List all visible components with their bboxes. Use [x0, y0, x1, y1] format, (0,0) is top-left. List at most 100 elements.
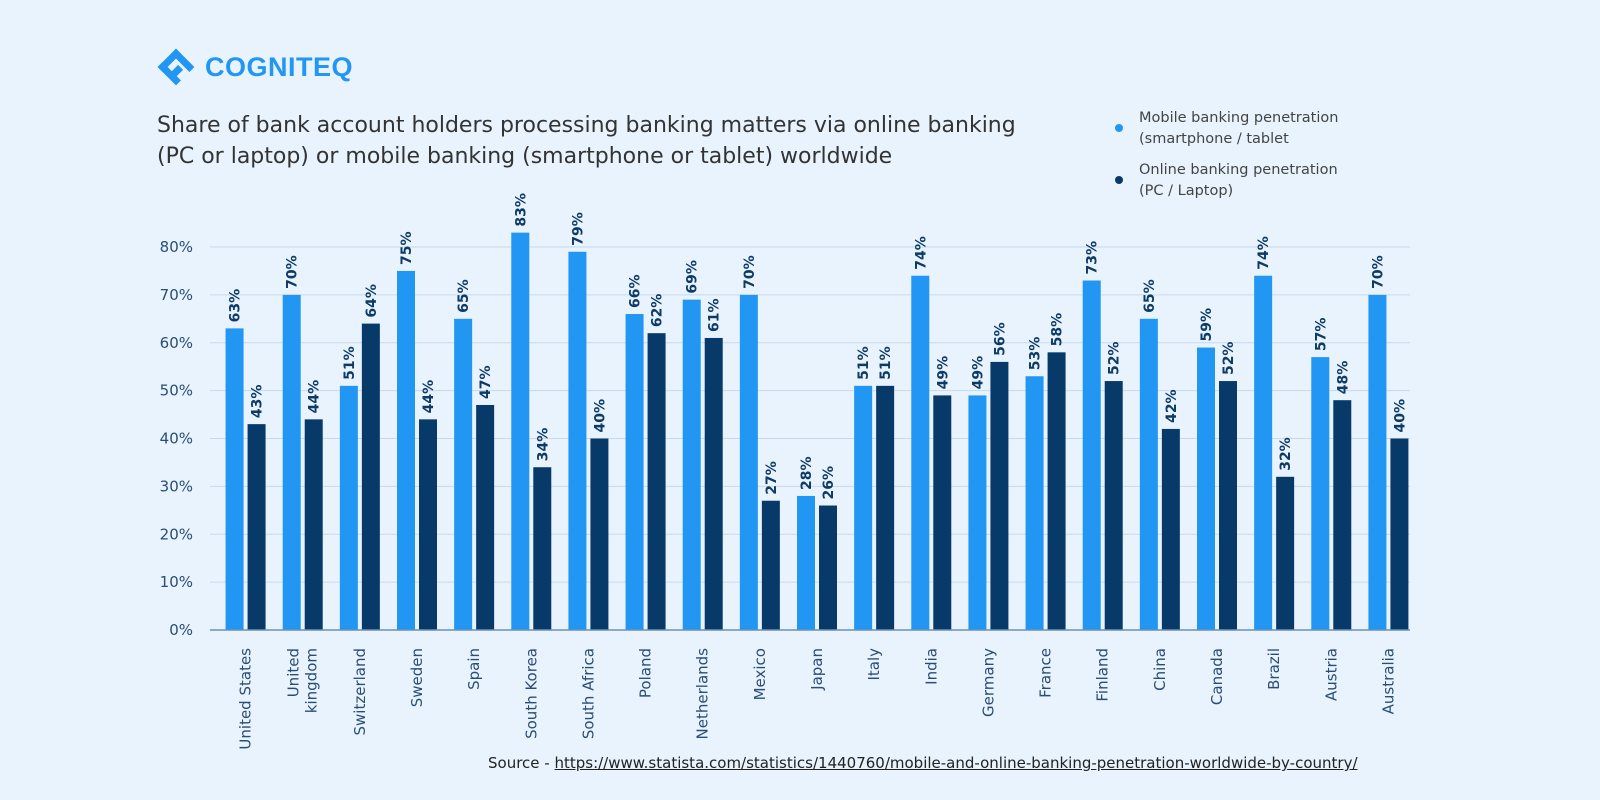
brand-logo: COGNITEQ	[157, 48, 353, 86]
data-label: 74%	[913, 236, 929, 270]
data-label: 58%	[1050, 313, 1066, 347]
bar	[761, 500, 780, 630]
bar	[361, 323, 380, 630]
x-tick-label: kingdom	[303, 648, 321, 713]
data-label: 42%	[1164, 389, 1180, 423]
data-label: 51%	[856, 346, 872, 380]
x-tick-label: Canada	[1208, 648, 1226, 705]
bar	[225, 328, 244, 630]
y-tick-label: 50%	[160, 382, 193, 400]
source-label: Source -	[488, 754, 555, 772]
data-label: 52%	[1107, 342, 1123, 376]
bar	[990, 361, 1009, 630]
bar	[397, 270, 415, 630]
data-label: 61%	[707, 298, 723, 332]
y-tick-label: 20%	[160, 525, 193, 543]
x-tick-label: Austria	[1322, 648, 1340, 701]
legend-swatch	[1115, 176, 1123, 184]
bar	[568, 251, 587, 630]
data-label: 51%	[878, 346, 894, 380]
bar	[1082, 280, 1101, 630]
legend: Mobile banking penetration (smartphone /…	[1115, 108, 1354, 212]
bar	[1139, 318, 1158, 630]
data-label: 64%	[364, 284, 380, 318]
data-label: 49%	[935, 356, 951, 390]
x-tick-label: France	[1037, 648, 1055, 698]
data-label: 27%	[764, 461, 780, 495]
bar	[511, 232, 530, 630]
bar	[339, 385, 358, 630]
y-tick-label: 30%	[160, 477, 193, 495]
legend-item-mobile: Mobile banking penetration (smartphone /…	[1115, 108, 1354, 150]
data-label: 44%	[421, 380, 437, 414]
data-label: 65%	[1142, 279, 1158, 313]
x-tick-label: United	[285, 648, 303, 697]
bar	[282, 294, 301, 630]
data-label: 51%	[342, 346, 358, 380]
data-label: 34%	[535, 428, 551, 462]
x-tick-label: United States	[237, 648, 255, 750]
chart-title: Share of bank account holders processing…	[157, 113, 1016, 169]
x-tick-label: China	[1151, 648, 1169, 691]
bar	[1104, 381, 1123, 630]
x-tick-label: South Korea	[522, 648, 540, 739]
source-note: Source - https://www.statista.com/statis…	[488, 754, 1358, 772]
bar	[247, 424, 266, 630]
bar	[854, 385, 873, 630]
bar	[797, 495, 815, 630]
data-label: 40%	[592, 399, 608, 433]
data-label: 47%	[478, 365, 494, 399]
brand-name: COGNITEQ	[205, 51, 354, 82]
bar	[911, 275, 930, 630]
bar	[876, 385, 895, 630]
bar	[1311, 357, 1330, 630]
legend-swatch	[1115, 124, 1123, 132]
source-link[interactable]: https://www.statista.com/statistics/1440…	[554, 754, 1358, 772]
y-tick-label: 60%	[160, 334, 193, 352]
data-label: 66%	[628, 275, 644, 309]
bar	[476, 404, 495, 630]
legend-label: Mobile banking penetration (smartphone /…	[1139, 110, 1339, 147]
bar	[819, 505, 837, 630]
data-label: 43%	[250, 385, 266, 419]
x-tick-label: Netherlands	[694, 648, 712, 740]
data-label: 69%	[685, 260, 701, 294]
bar	[419, 419, 437, 630]
bar	[1368, 294, 1387, 630]
legend-item-online: Online banking penetration (PC / Laptop)	[1115, 160, 1354, 202]
x-tick-label: Italy	[865, 648, 883, 681]
y-tick-label: 80%	[160, 238, 193, 256]
data-label: 26%	[821, 466, 837, 500]
bar	[1047, 352, 1066, 630]
x-tick-label: Mexico	[751, 648, 769, 700]
data-label: 83%	[513, 193, 529, 227]
data-label: 75%	[399, 231, 415, 265]
data-label: 62%	[650, 294, 666, 328]
data-label: 63%	[228, 289, 244, 323]
x-tick-label: Finland	[1094, 648, 1112, 702]
y-tick-label: 40%	[160, 430, 193, 448]
logo-icon	[157, 48, 195, 86]
bar	[1025, 376, 1044, 630]
x-tick-label: Spain	[465, 648, 483, 690]
bar	[704, 337, 723, 630]
bar	[739, 294, 758, 630]
bar	[1161, 428, 1180, 630]
data-label: 73%	[1085, 241, 1101, 275]
bar	[1276, 476, 1295, 630]
bar	[682, 299, 701, 630]
bar	[1219, 381, 1237, 630]
x-tick-label: Switzerland	[351, 648, 369, 736]
data-label: 70%	[1370, 255, 1386, 289]
data-label: 28%	[799, 456, 815, 490]
data-label: 56%	[992, 322, 1008, 356]
x-tick-label: South Africa	[579, 648, 597, 739]
data-label: 44%	[307, 380, 323, 414]
x-tick-label: Australia	[1379, 648, 1397, 714]
data-label: 48%	[1335, 361, 1351, 395]
x-tick-label: India	[922, 648, 940, 685]
bar	[1254, 275, 1273, 630]
data-label: 79%	[570, 212, 586, 246]
y-tick-label: 70%	[160, 286, 193, 304]
